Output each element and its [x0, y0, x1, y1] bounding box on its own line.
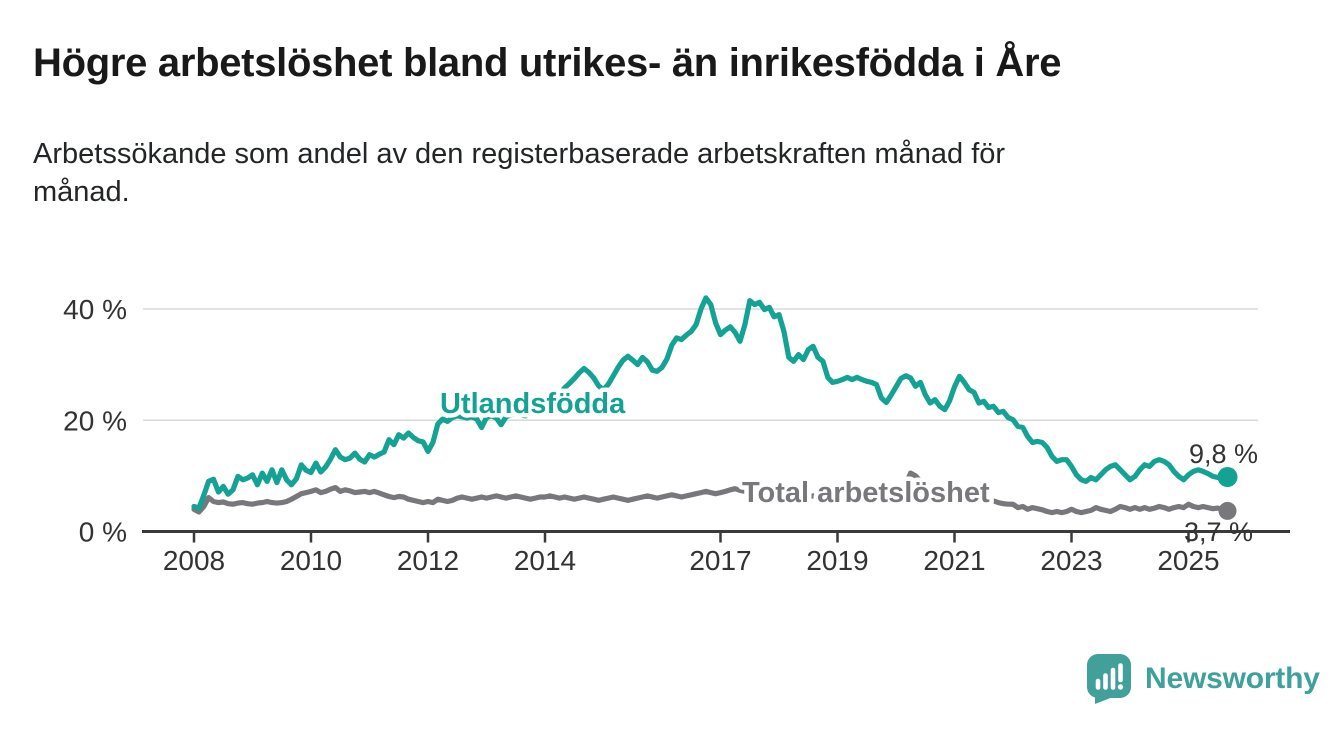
- x-tick-label-2019: 2019: [806, 545, 868, 576]
- line-utlandsfodda: [191, 295, 1231, 511]
- series-label-utlandsfodda: Utlandsfödda: [440, 388, 626, 420]
- x-tick-label-2025: 2025: [1157, 545, 1219, 576]
- x-axis-ticks-group: 2008 2010 2012 2014 2017 2019 2021 2023 2025: [163, 531, 1220, 576]
- newsworthy-logo: Newsworthy: [1086, 653, 1320, 705]
- newsworthy-logo-text: Newsworthy: [1145, 662, 1320, 695]
- x-tick-label-2014: 2014: [514, 545, 576, 576]
- x-tick-label-2023: 2023: [1040, 545, 1102, 576]
- x-tick-label-2021: 2021: [923, 545, 985, 576]
- bar-chart-glyph: [1095, 663, 1123, 690]
- end-value-utlandsfodda: 9,8 %: [1189, 439, 1258, 469]
- end-dot-utlandsfodda: [1217, 467, 1238, 487]
- page-title: Högre arbetslöshet bland utrikes- än inr…: [33, 41, 1062, 85]
- y-tick-label-0: 0 %: [79, 517, 127, 548]
- exclamation-dot: [1117, 684, 1124, 690]
- chart-subtitle: Arbetssökande som andel av den registerb…: [33, 138, 1006, 208]
- x-tick-label-2017: 2017: [689, 545, 751, 576]
- line-total-arbetsloshet: [191, 470, 1231, 516]
- y-tick-label-20: 20 %: [63, 405, 127, 436]
- end-value-total-arbetsloshet: 3,7 %: [1184, 517, 1253, 547]
- end-dot-total-arbetsloshet: [1218, 501, 1237, 520]
- y-tick-label-40: 40 %: [63, 294, 127, 325]
- x-tick-label-2008: 2008: [163, 545, 225, 576]
- series-label-total-arbetsloshet: Total arbetslöshet: [742, 477, 990, 509]
- x-tick-label-2012: 2012: [397, 545, 459, 576]
- newsworthy-logo-icon: [1087, 654, 1131, 704]
- speech-bubble-tail: [1095, 689, 1113, 704]
- x-tick-label-2010: 2010: [280, 545, 342, 576]
